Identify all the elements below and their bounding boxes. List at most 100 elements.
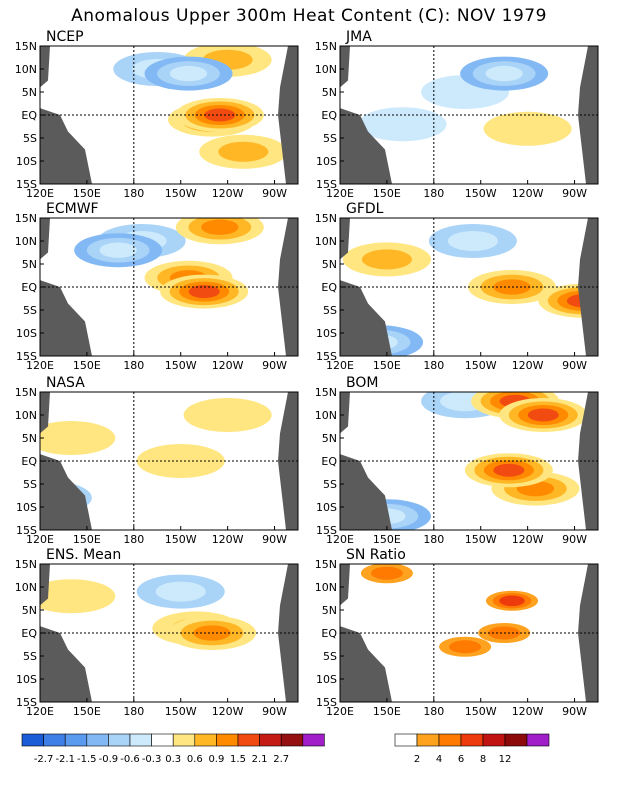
heat-mark (485, 65, 523, 82)
x-tick-label: 150E (73, 187, 101, 200)
colorbar-label: 1.5 (230, 754, 246, 765)
y-tick-label: 10N (315, 581, 337, 594)
land-west (340, 108, 392, 184)
x-tick-label: 150E (73, 705, 101, 718)
colorbar-anomaly: -2.7 -2.1 -1.5 -0.9 -0.6 -0.3 0.3 0.6 0.9 1.5 2.1 2… (21, 733, 325, 765)
land-philippines (340, 564, 350, 606)
land-west (40, 280, 92, 356)
x-tick-label: 150W (165, 187, 197, 200)
y-tick-label: 5N (322, 432, 337, 445)
y-tick-label: 5S (323, 132, 337, 145)
x-tick-label: 180 (423, 359, 444, 372)
colorbar-label: -0.9 (99, 754, 119, 765)
panel-title: ENS. Mean (46, 547, 121, 563)
x-tick-label: 180 (423, 705, 444, 718)
y-tick-label: 10N (15, 581, 37, 594)
panel-title: GFDL (346, 201, 384, 217)
colorbar-label: -1.5 (77, 754, 97, 765)
heat-mark (40, 579, 116, 614)
y-tick-label: 15S (316, 350, 337, 363)
heat-mark (483, 111, 572, 146)
colorbar-swatch (216, 733, 239, 747)
land-philippines (340, 46, 350, 88)
x-tick-label: 150W (165, 705, 197, 718)
figure-title: Anomalous Upper 300m Heat Content (C): N… (71, 6, 547, 26)
y-tick-label: 15N (15, 386, 37, 399)
y-tick-label: 10S (16, 501, 37, 514)
x-tick-label: 150E (73, 533, 101, 546)
land-west (40, 626, 92, 702)
heat-mark (201, 219, 239, 235)
x-tick-label: 90W (262, 359, 287, 372)
colorbar-swatch (416, 733, 440, 747)
y-tick-label: EQ (321, 627, 337, 640)
y-tick-label: 5S (323, 478, 337, 491)
y-tick-label: 10N (315, 63, 337, 76)
colorbar-swatch (302, 733, 325, 747)
y-tick-label: 15S (316, 696, 337, 709)
colorbar-label: 2.7 (273, 754, 289, 765)
panel-title: BOM (346, 375, 378, 391)
x-tick-label: 150W (465, 359, 497, 372)
y-tick-label: 5N (22, 604, 37, 617)
land-philippines (340, 392, 350, 434)
panel-title: ECMWF (46, 201, 99, 217)
x-tick-label: 120E (326, 533, 354, 546)
y-tick-label: 10N (15, 235, 37, 248)
heat-mark (499, 595, 525, 607)
y-tick-label: 15N (15, 558, 37, 571)
colorbar-label: -0.3 (142, 754, 162, 765)
y-tick-label: 15S (16, 350, 37, 363)
x-tick-label: 180 (123, 187, 144, 200)
y-tick-label: 10S (16, 673, 37, 686)
heat-mark (361, 249, 412, 270)
heat-mark (370, 566, 403, 580)
land-west (40, 454, 92, 530)
x-tick-label: 90W (562, 533, 587, 546)
colorbar-swatch (526, 733, 550, 747)
heat-mark (204, 108, 236, 122)
colorbar-label: 4 (436, 754, 442, 765)
colorbar-label: -0.6 (120, 754, 140, 765)
x-tick-label: 180 (123, 359, 144, 372)
y-tick-label: 5N (22, 258, 37, 271)
y-tick-label: EQ (21, 455, 37, 468)
colorbar-swatch (259, 733, 282, 747)
land-west (340, 454, 392, 530)
x-tick-label: 180 (423, 533, 444, 546)
y-tick-label: 5N (22, 86, 37, 99)
x-tick-label: 120W (512, 705, 544, 718)
y-tick-label: 10N (15, 409, 37, 422)
x-tick-label: 120W (212, 187, 244, 200)
x-tick-label: 150W (465, 705, 497, 718)
panel-title: NASA (46, 375, 85, 391)
colorbar-swatch (21, 733, 44, 747)
y-tick-label: 15S (316, 178, 337, 191)
colorbar-label: 2.1 (252, 754, 268, 765)
colorbar-swatch (460, 733, 484, 747)
y-tick-label: 5S (23, 650, 37, 663)
x-tick-label: 120W (512, 533, 544, 546)
heat-mark (527, 408, 559, 422)
land-philippines (40, 564, 50, 606)
y-tick-label: 10N (315, 235, 337, 248)
colorbar-label: 12 (499, 754, 512, 765)
x-tick-label: 120W (212, 705, 244, 718)
y-tick-label: 10N (315, 409, 337, 422)
colorbar-swatch (151, 733, 174, 747)
colorbar-swatch (64, 733, 88, 747)
y-tick-label: 10S (316, 501, 337, 514)
x-tick-label: 150E (373, 533, 401, 546)
y-tick-label: 5N (22, 432, 37, 445)
panel-title: SN Ratio (346, 547, 406, 563)
x-tick-label: 120W (512, 359, 544, 372)
x-tick-label: 180 (423, 187, 444, 200)
y-tick-label: 15S (16, 178, 37, 191)
y-tick-label: EQ (21, 281, 37, 294)
y-tick-label: 5N (322, 258, 337, 271)
y-tick-label: 10S (316, 327, 337, 340)
